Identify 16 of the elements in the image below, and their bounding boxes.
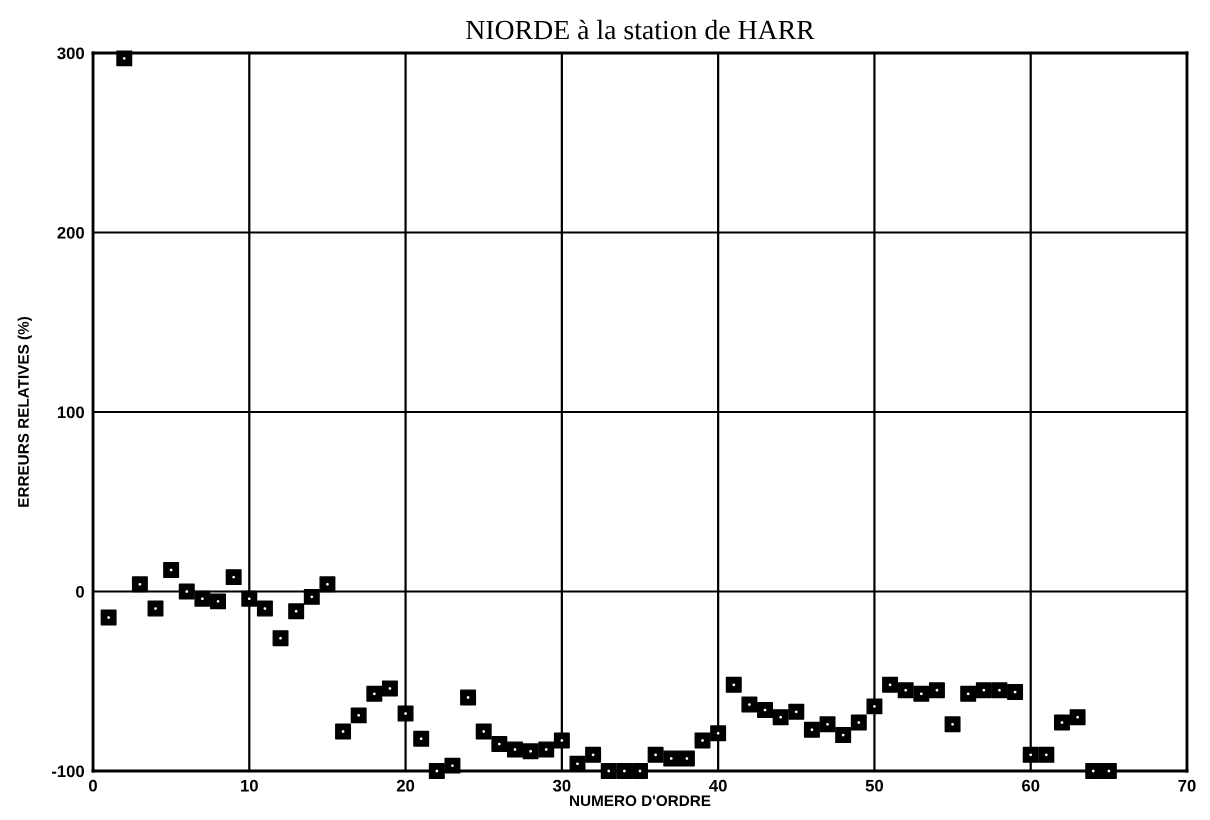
x-tick-label: 40: [709, 779, 727, 792]
x-tick-label: 50: [865, 779, 884, 792]
x-tick-label: 60: [1022, 779, 1040, 792]
y-axis-title: ERREURS RELATIVES (%): [17, 316, 32, 507]
x-tick-label: 0: [89, 779, 97, 792]
y-tick-label: 0: [76, 585, 84, 598]
x-tick-label: 30: [552, 779, 571, 792]
x-tick-label: 10: [241, 779, 258, 792]
y-tick-label: 200: [57, 226, 84, 239]
y-tick-label: 100: [57, 406, 84, 419]
y-tick-label: 300: [57, 47, 84, 60]
x-tick-label: 70: [1178, 779, 1196, 792]
chart-title: NIORDE à la station de HARR: [466, 19, 815, 40]
y-tick-label: -100: [51, 765, 84, 778]
x-tick-label: 20: [396, 779, 415, 792]
x-axis-title: NUMERO D'ORDRE: [570, 795, 711, 807]
